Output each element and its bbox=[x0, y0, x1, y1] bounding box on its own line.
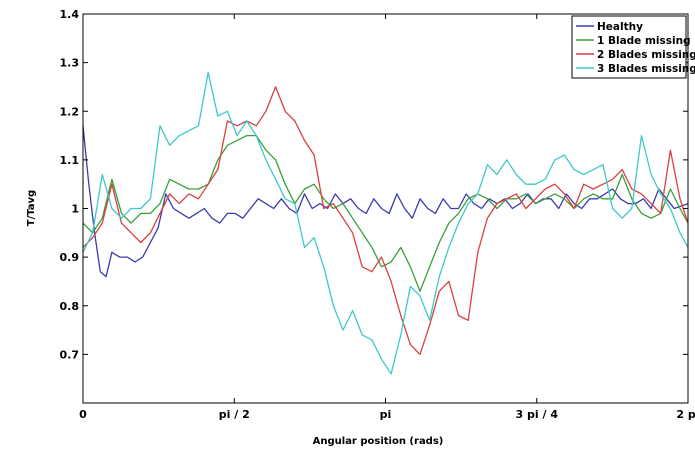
legend-entry: 1 Blade missing bbox=[597, 35, 691, 47]
x-tick-label: 3 pi / 4 bbox=[516, 408, 559, 421]
y-axis-label: T/Tavg bbox=[26, 190, 37, 226]
series-line-3-blades-missing bbox=[82, 71, 689, 375]
legend: Healthy 1 Blade missing 2 Blades missing 3 … bbox=[571, 15, 695, 79]
series-line-1-blade-missing bbox=[82, 134, 689, 292]
y-tick-label: 1.4 bbox=[60, 8, 80, 21]
y-tick-label: 0.9 bbox=[60, 251, 80, 264]
x-tick-label: 0 bbox=[79, 408, 87, 421]
series-layer bbox=[82, 71, 689, 375]
x-tick-label: 2 pi bbox=[676, 408, 695, 421]
y-tick-label: 1.1 bbox=[60, 154, 80, 167]
series-line-2-blades-missing bbox=[82, 86, 689, 356]
y-tick-label: 0.7 bbox=[60, 348, 80, 361]
y-tick-label: 1.3 bbox=[60, 57, 80, 70]
plot-background bbox=[83, 14, 688, 403]
legend-entry: 2 Blades missing bbox=[597, 49, 695, 61]
legend-entry: Healthy bbox=[597, 21, 643, 33]
series-line-healthy bbox=[82, 125, 689, 278]
x-tick-label: pi bbox=[380, 408, 392, 421]
legend-entry: 3 Blades missing bbox=[597, 63, 695, 75]
y-tick-label: 1.2 bbox=[60, 105, 80, 118]
y-tick-label: 1 bbox=[71, 203, 79, 216]
y-tick-label: 0.8 bbox=[60, 300, 80, 313]
x-axis-label: Angular position (rads) bbox=[313, 436, 444, 447]
axis-layer: 0.7 0.8 0.9 1 1.1 1.2 1.3 1.4 0 pi / 2 pi 3 pi / 4 2… bbox=[60, 8, 695, 421]
x-tick-label: pi / 2 bbox=[219, 408, 250, 421]
